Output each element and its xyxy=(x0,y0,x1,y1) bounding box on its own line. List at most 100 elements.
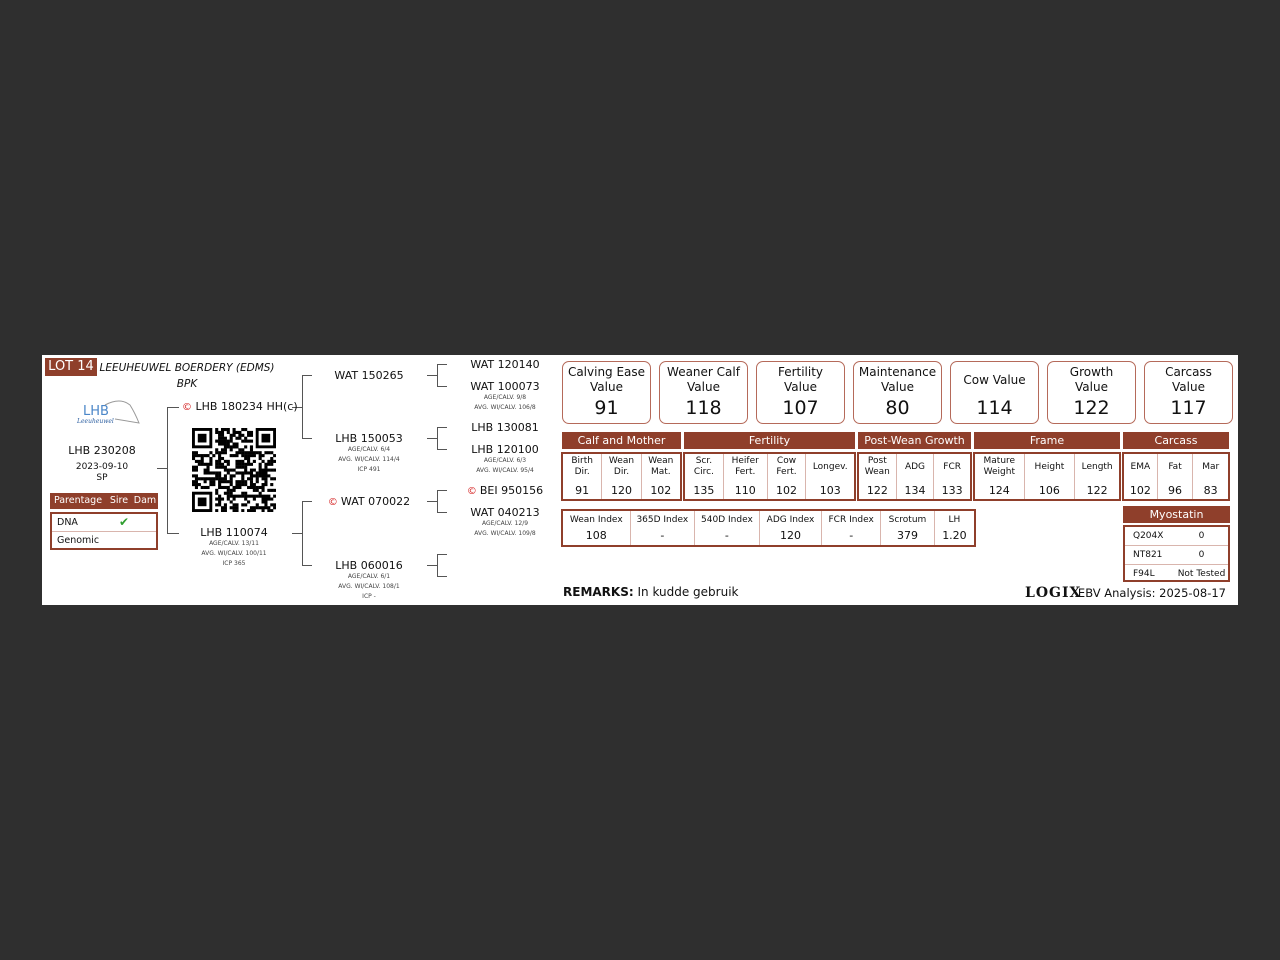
trait-value: 102 xyxy=(650,484,672,497)
pedigree-avg_wcalv: AVG. WI/CALV. 109/8 xyxy=(474,530,536,537)
lot-card: LOT 14 LEEUHEUWEL BOERDERY (EDMS) BPK LH… xyxy=(42,355,1238,605)
dam[interactable]: LHB 110074 AGE/CALV. 13/11 AVG. WI/CALV.… xyxy=(200,526,268,567)
parentage-header: Parentage Sire Dam xyxy=(50,493,158,509)
pedigree-id-text: WAT 040213 xyxy=(470,506,540,519)
pedigree-id: © WAT 070022 xyxy=(328,495,410,508)
pedigree-id-text: BEI 950156 xyxy=(479,484,544,497)
trait-label: Mature Weight xyxy=(983,456,1016,477)
pedigree-sdd[interactable]: LHB 120100 AGE/CALV. 6/3 AVG. WI/CALV. 95/… xyxy=(471,443,538,476)
pedigree-age_calv: AGE/CALV. 6/1 xyxy=(347,573,391,580)
pedigree-dd[interactable]: LHB 060016 AGE/CALV. 6/1 AVG. WI/CALV. 108… xyxy=(335,559,402,602)
myostatin-value: 0 xyxy=(1198,550,1205,560)
parentage-table: DNA ✔ Genomic xyxy=(50,512,158,550)
check-icon: ✔ xyxy=(118,515,130,529)
index-cell: Wean Index 108 xyxy=(563,511,631,545)
index-card-value: 122 xyxy=(1073,397,1110,419)
index-cell: 365D Index - xyxy=(631,511,696,545)
pedigree-line xyxy=(437,449,447,450)
pedigree-icp: ICP - xyxy=(362,593,376,600)
pedigree-ss[interactable]: WAT 150265 xyxy=(334,369,403,382)
trait-value: 134 xyxy=(904,484,926,497)
pedigree-line xyxy=(437,576,447,577)
trait-label: Wean Mat. xyxy=(648,456,674,477)
trait-cell: Cow Fert. 102 xyxy=(768,454,807,499)
pedigree-sss[interactable]: WAT 120140 xyxy=(470,358,539,371)
myostatin-table: Q204X 0 NT821 0 F94L Not Tested xyxy=(1123,525,1230,582)
index-value: 120 xyxy=(780,528,802,542)
pedigree-id-text: WAT 120140 xyxy=(470,358,540,371)
trait-cell: FCR 133 xyxy=(934,454,970,499)
trait-label: Height xyxy=(1034,461,1065,472)
trait-label: ADG xyxy=(904,461,926,472)
sire[interactable]: © LHB 180234 HH(c) xyxy=(182,400,298,413)
pedigree-line xyxy=(437,554,438,576)
index-card: Maintenance Value 80 xyxy=(853,361,942,424)
logix-logo: LOGIX xyxy=(1025,585,1082,601)
lot-badge: LOT 14 xyxy=(45,358,97,376)
pedigree-line xyxy=(427,501,437,502)
index-label: LH xyxy=(948,514,961,525)
trait-cell: EMA 102 xyxy=(1124,454,1158,499)
pedigree-line xyxy=(437,490,447,491)
trait-label: Birth Dir. xyxy=(571,456,593,477)
pedigree-id: LHB 060016 xyxy=(335,559,402,572)
pedigree-dss[interactable]: © BEI 950156 xyxy=(467,484,543,497)
index-card-label: Maintenance Value xyxy=(858,365,937,394)
pedigree-ssd[interactable]: WAT 100073 AGE/CALV. 9/8 AVG. WI/CALV. 106… xyxy=(470,380,539,413)
pedigree-id-text: LHB 120100 xyxy=(471,443,539,456)
pedigree-avg_wcalv: AVG. WI/CALV. 95/4 xyxy=(476,467,534,474)
index-card: Weaner Calf Value 118 xyxy=(659,361,748,424)
myostatin-header: Myostatin xyxy=(1123,506,1230,523)
trait-label: FCR xyxy=(943,461,962,472)
pedigree-line xyxy=(437,364,438,386)
pedigree-id: LHB 150053 xyxy=(335,432,402,445)
pedigree-dsd[interactable]: WAT 040213 AGE/CALV. 12/9 AVG. WI/CALV. 10… xyxy=(470,506,539,539)
pedigree-id: WAT 040213 xyxy=(470,506,539,519)
index-card: Carcass Value 117 xyxy=(1144,361,1233,424)
animal-info: 2023-09-10 SP xyxy=(75,462,129,483)
myostatin-gene: NT821 xyxy=(1133,550,1163,560)
pedigree-id: LHB 120100 xyxy=(471,443,538,456)
pedigree-avg_wcalv: AVG. WI/CALV. 108/1 xyxy=(338,583,400,590)
myostatin-row: Q204X 0 xyxy=(1125,527,1228,546)
pedigree-sds[interactable]: LHB 130081 xyxy=(471,421,538,434)
index-value: 1.20 xyxy=(942,528,967,542)
pedigree-id-text: WAT 150265 xyxy=(334,369,404,382)
index-label: Wean Index xyxy=(569,514,623,525)
pedigree-line xyxy=(437,427,447,428)
trait-cell: Length 122 xyxy=(1075,454,1119,499)
pedigree-icp: ICP 491 xyxy=(357,466,381,473)
trait-value: 120 xyxy=(610,484,632,497)
qr-code[interactable] xyxy=(192,428,277,516)
myostatin-gene: F94L xyxy=(1133,569,1155,579)
trait-table: Birth Dir. 91 Wean Dir. 120 Wean Mat. 102 xyxy=(561,452,682,501)
remarks: REMARKS: In kudde gebruik xyxy=(563,585,739,599)
trait-table: EMA 102 Fat 96 Mar 83 xyxy=(1122,452,1230,501)
index-card-value: 107 xyxy=(782,397,819,419)
trait-label: Mar xyxy=(1202,461,1220,472)
pedigree-sd[interactable]: LHB 150053 AGE/CALV. 6/4 AVG. WI/CALV. 114… xyxy=(335,432,402,475)
index-card: Growth Value 122 xyxy=(1047,361,1136,424)
pedigree-id-text: WAT 100073 xyxy=(470,380,540,393)
pedigree-line xyxy=(437,364,447,365)
group-header: Frame xyxy=(974,432,1120,449)
index-value: 379 xyxy=(896,528,918,542)
pedigree-id: © BEI 950156 xyxy=(467,484,543,497)
trait-label: EMA xyxy=(1130,461,1151,472)
trait-cell: Post Wean 122 xyxy=(859,454,897,499)
index-value: 108 xyxy=(585,528,607,542)
genomic-tested-icon: © xyxy=(327,497,338,508)
analysis-date: EBV Analysis: 2025-08-17 xyxy=(1077,586,1226,600)
group-header: Fertility xyxy=(684,432,855,449)
svg-text:LHB: LHB xyxy=(83,404,109,419)
trait-cell: Wean Mat. 102 xyxy=(642,454,680,499)
pedigree-line xyxy=(427,375,437,376)
trait-cell: Scr. Circ. 135 xyxy=(685,454,724,499)
pedigree-ds[interactable]: © WAT 070022 xyxy=(328,495,410,508)
index-label: FCR Index xyxy=(828,514,874,525)
index-card-label: Fertility Value xyxy=(777,365,824,394)
trait-value: 124 xyxy=(988,484,1010,497)
index-cell: ADG Index 120 xyxy=(760,511,823,545)
myostatin-value: 0 xyxy=(1198,531,1205,541)
genomic-tested-icon: © xyxy=(182,402,192,413)
